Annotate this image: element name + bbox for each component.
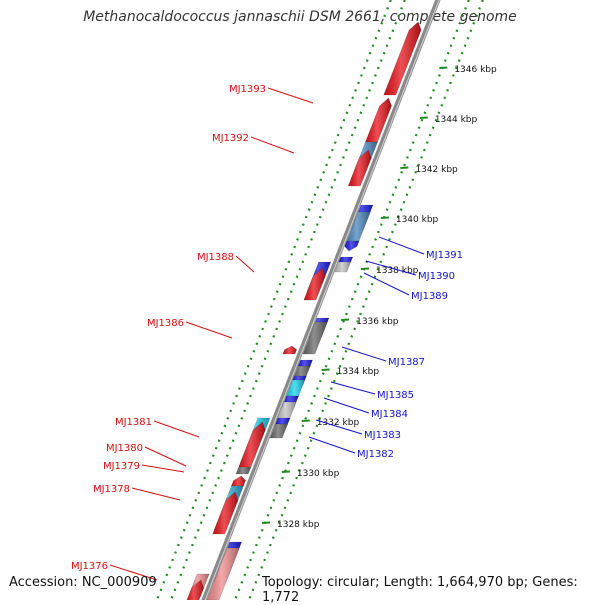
gene-label-leader — [153, 420, 200, 438]
gene-label-mj1379: MJ1379 — [103, 461, 140, 472]
gene-label-mj1391: MJ1391 — [426, 250, 463, 261]
gene-label-mj1380: MJ1380 — [106, 443, 143, 454]
gene-label-mj1389: MJ1389 — [411, 291, 448, 302]
gene-label-leader — [185, 321, 233, 339]
scale-tick — [321, 368, 330, 371]
gene-label-leader — [323, 397, 370, 414]
accession-text: Accession: NC_000909 — [9, 575, 157, 590]
gene-label-leader — [363, 272, 410, 296]
scale-tick-label: 1336 kbp — [356, 317, 399, 327]
scale-tick-label: 1346 kbp — [454, 65, 497, 75]
gene-label-mj1386: MJ1386 — [147, 318, 184, 329]
gene-mj1391[interactable] — [344, 240, 360, 252]
scale-tick-label: 1332 kbp — [317, 418, 360, 428]
gene-mj1386[interactable] — [282, 345, 297, 355]
gene-mj1380[interactable] — [235, 466, 252, 475]
scale-tick-label: 1330 kbp — [297, 469, 340, 479]
gene-label-leader — [378, 236, 425, 255]
gene-label-leader — [235, 255, 255, 273]
scale-tick-label: 1338 kbp — [376, 266, 419, 276]
scale-tick — [439, 66, 448, 69]
gene-label-leader — [131, 487, 181, 501]
gene-label-mj1393: MJ1393 — [229, 84, 266, 95]
gene-label-mj1383: MJ1383 — [364, 430, 401, 441]
gene-label-leader — [308, 436, 356, 454]
scale-tick — [380, 216, 389, 219]
scale-tick-label: 1328 kbp — [277, 520, 320, 530]
gene-mj1379[interactable] — [230, 475, 246, 487]
gene-label-mj1384: MJ1384 — [371, 409, 408, 420]
scale-tick — [419, 116, 428, 119]
scale-tick — [301, 419, 310, 422]
scale-tick-label: 1340 kbp — [396, 215, 439, 225]
gene-label-leader — [365, 260, 417, 276]
gene-label-leader — [267, 87, 314, 104]
gene-label-mj1382: MJ1382 — [357, 449, 394, 460]
gene-label-mj1385: MJ1385 — [377, 390, 414, 401]
grid-line-inner-left — [169, 0, 406, 600]
gene-label-mj1376: MJ1376 — [71, 561, 108, 572]
scale-tick-label: 1344 kbp — [435, 115, 478, 125]
gene-label-mj1392: MJ1392 — [212, 133, 249, 144]
gene-label-leader — [315, 419, 363, 435]
scale-tick — [360, 267, 370, 270]
gene-forward-red[interactable] — [237, 421, 266, 471]
scale-tick — [400, 166, 409, 169]
grid-line-inner-right — [233, 0, 470, 600]
gene-label-mj1378: MJ1378 — [93, 484, 130, 495]
gene-label-leader — [250, 136, 295, 154]
gene-label-mj1388: MJ1388 — [197, 252, 234, 263]
gene-label-mj1387: MJ1387 — [388, 357, 425, 368]
scale-tick-label: 1342 kbp — [415, 165, 458, 175]
gene-label-mj1381: MJ1381 — [115, 417, 152, 428]
map-title: Methanocaldococcus jannaschii DSM 2661, … — [83, 9, 517, 25]
grid-line-outer-left — [155, 0, 392, 600]
scale-tick — [281, 470, 290, 473]
genome-summary-text: Topology: circular; Length: 1,664,970 bp… — [262, 575, 578, 605]
gene-label-leader — [144, 446, 187, 467]
grid-line-outer-right — [247, 0, 484, 600]
scale-tick — [341, 318, 350, 321]
gene-label-leader — [330, 381, 376, 395]
scale-tick — [261, 521, 271, 524]
gene-mj1393[interactable] — [364, 97, 392, 144]
gene-label-mj1390: MJ1390 — [418, 271, 455, 282]
scale-tick-label: 1334 kbp — [337, 367, 380, 377]
gene-label-leader — [109, 564, 158, 581]
gene-label-leader — [141, 464, 185, 473]
gene-label-leader — [341, 346, 387, 362]
